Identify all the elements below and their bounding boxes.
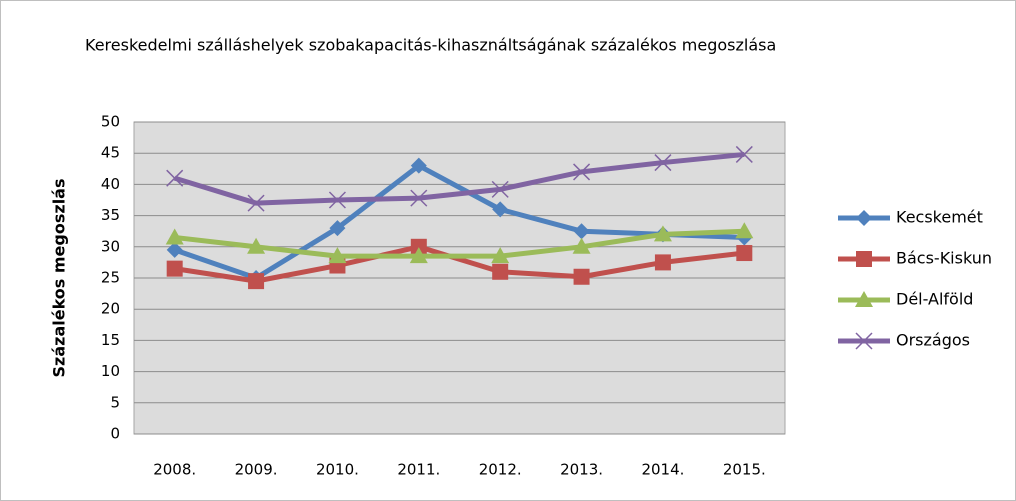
marker [166,241,183,258]
y-tick-label: 50 [101,113,120,131]
marker [573,163,591,181]
marker [248,273,265,290]
marker [166,260,183,277]
y-tick-label: 40 [101,175,120,193]
marker [572,237,591,254]
y-tick-label: 5 [110,393,120,411]
marker [855,332,873,350]
marker [492,201,509,218]
marker [654,154,672,172]
y-tick-label: 0 [110,425,120,443]
x-tick-label: 2010. [316,461,359,479]
marker [492,263,509,280]
x-tick-label: 2014. [641,461,684,479]
x-tick-label: 2013. [560,461,603,479]
x-tick-label: 2012. [479,461,522,479]
chart-title: Kereskedelmi szálláshelyek szobakapacitá… [85,36,776,55]
y-tick-label: 45 [101,144,120,162]
marker [653,225,672,242]
x-tick-label: 2008. [153,461,196,479]
y-tick-label: 10 [101,362,120,380]
marker [491,247,510,264]
marker [409,247,428,264]
marker [247,194,265,212]
x-tick-label: 2009. [235,461,278,479]
legend-label: Kecskemét [896,208,983,227]
marker [736,245,753,262]
x-tick-label: 2015. [723,461,766,479]
series-line [174,228,745,259]
marker [329,220,346,237]
y-tick-label: 30 [101,237,120,255]
legend-label: Bács-Kiskun [896,249,992,268]
marker [855,291,873,307]
marker [573,268,590,285]
marker [328,247,347,264]
marker [247,237,266,254]
marker [735,222,754,239]
series-line [174,244,745,284]
legend-label: Országos [896,331,970,350]
series-line [173,151,745,206]
marker [328,191,346,209]
legend-label: Dél-Alföld [896,290,973,309]
marker [654,254,671,271]
marker [856,210,872,226]
marker [410,238,427,255]
y-tick-label: 25 [101,269,120,287]
x-tick-label: 2011. [397,461,440,479]
marker [491,180,509,198]
marker [410,157,427,174]
y-tick-label: 35 [101,206,120,224]
y-tick-label: 15 [101,331,120,349]
y-axis-label: Százalékos megoszlás [50,179,69,378]
marker [165,228,184,245]
marker [735,145,753,163]
marker [166,169,184,187]
y-tick-label: 20 [101,300,120,318]
marker [410,189,428,207]
series-line [173,163,745,281]
marker [856,251,872,267]
marker [573,223,590,240]
